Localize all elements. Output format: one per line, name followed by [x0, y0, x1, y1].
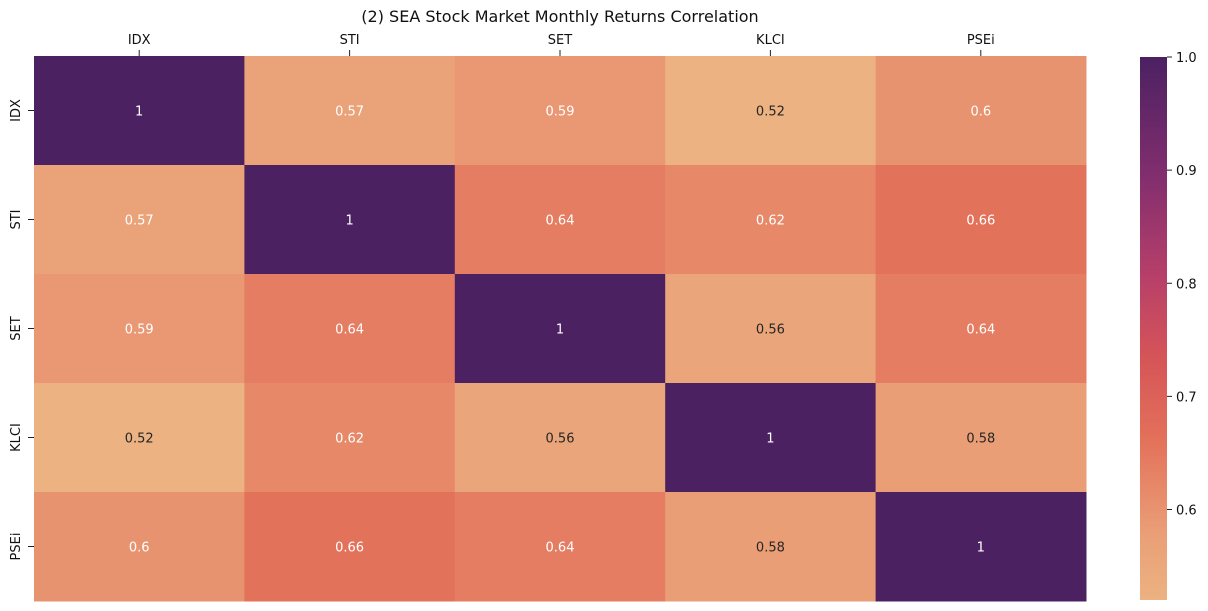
y-tick-label-set: SET	[9, 316, 24, 340]
y-tick-label-sti: STI	[9, 209, 24, 229]
heatmap-cell-sti-psei	[875, 165, 1087, 275]
heatmap-cell-klci-set	[454, 383, 666, 493]
heatmap-annotation: 0.66	[335, 541, 364, 556]
heatmap-annotation: 0.62	[335, 432, 364, 447]
heatmap-cell-idx-klci	[665, 56, 877, 166]
heatmap-cell-psei-set	[454, 492, 666, 602]
heatmap-annotation: 0.6	[129, 541, 150, 556]
x-tick-label-set: SET	[548, 33, 572, 48]
colorbar-tick-label: 0.9	[1176, 164, 1197, 179]
heatmap-cell-psei-klci	[665, 492, 877, 602]
heatmap-cell-set-sti	[244, 274, 456, 384]
heatmap-cell-sti-set	[454, 165, 666, 275]
heatmap-cell-idx-psei	[875, 56, 1087, 166]
y-tick-label-idx: IDX	[9, 99, 24, 122]
heatmap-cell-psei-psei	[875, 492, 1087, 602]
heatmap-cell-klci-psei	[875, 383, 1087, 493]
heatmap-annotation: 0.66	[966, 214, 995, 229]
heatmap-annotation: 0.52	[125, 432, 154, 447]
heatmap-annotation: 0.57	[335, 105, 364, 120]
heatmap-annotation: 1	[556, 323, 564, 338]
y-tick-label-psei: PSEi	[9, 533, 24, 561]
heatmap-annotation: 0.57	[125, 214, 154, 229]
colorbar-gradient	[1140, 57, 1167, 600]
heatmap-annotation: 0.59	[546, 105, 575, 120]
x-tick-label-idx: IDX	[128, 33, 151, 48]
colorbar-tick-label: 0.6	[1176, 504, 1197, 519]
heatmap-cell-psei-sti	[244, 492, 456, 602]
heatmap-annotation: 1	[135, 105, 143, 120]
heatmap-annotation: 0.56	[546, 432, 575, 447]
heatmap-annotation: 1	[345, 214, 353, 229]
heatmap-annotation: 0.64	[546, 541, 575, 556]
heatmap-annotation: 0.56	[756, 323, 785, 338]
x-tick-label-sti: STI	[340, 33, 360, 48]
heatmap-cell-sti-sti	[244, 165, 456, 275]
heatmap-cell-idx-set	[454, 56, 666, 166]
heatmap-cell-set-psei	[875, 274, 1087, 384]
heatmap-cell-sti-idx	[34, 165, 245, 275]
heatmap-annotation: 1	[766, 432, 774, 447]
heatmap-annotation: 0.62	[756, 214, 785, 229]
heatmap-cell-set-set	[454, 274, 666, 384]
y-tick-label-klci: KLCI	[9, 423, 24, 452]
heatmap-cell-klci-klci	[665, 383, 877, 493]
heatmap-cell-idx-sti	[244, 56, 456, 166]
colorbar-tick-label: 1.0	[1176, 51, 1197, 66]
heatmap-cell-sti-klci	[665, 165, 877, 275]
heatmap-annotation: 0.59	[125, 323, 154, 338]
heatmap-annotation: 0.6	[970, 105, 991, 120]
x-tick-label-klci: KLCI	[756, 33, 785, 48]
heatmap-annotation: 0.64	[966, 323, 995, 338]
colorbar-tick-label: 0.8	[1176, 277, 1197, 292]
chart-title: (2) SEA Stock Market Monthly Returns Cor…	[361, 7, 759, 26]
heatmap-cell-idx-idx	[34, 56, 245, 166]
heatmap-annotation: 1	[977, 541, 985, 556]
heatmap-annotation: 0.58	[756, 541, 785, 556]
heatmap-cell-klci-sti	[244, 383, 456, 493]
colorbar-tick-label: 0.7	[1176, 390, 1197, 405]
heatmap-annotation: 0.64	[335, 323, 364, 338]
heatmap-annotation: 0.52	[756, 105, 785, 120]
heatmap-cell-set-klci	[665, 274, 877, 384]
x-tick-label-psei: PSEi	[967, 33, 995, 48]
heatmap-annotation: 0.58	[966, 432, 995, 447]
heatmap-cell-psei-idx	[34, 492, 245, 602]
heatmap-cell-klci-idx	[34, 383, 245, 493]
heatmap-annotation: 0.64	[546, 214, 575, 229]
heatmap-cell-set-idx	[34, 274, 245, 384]
